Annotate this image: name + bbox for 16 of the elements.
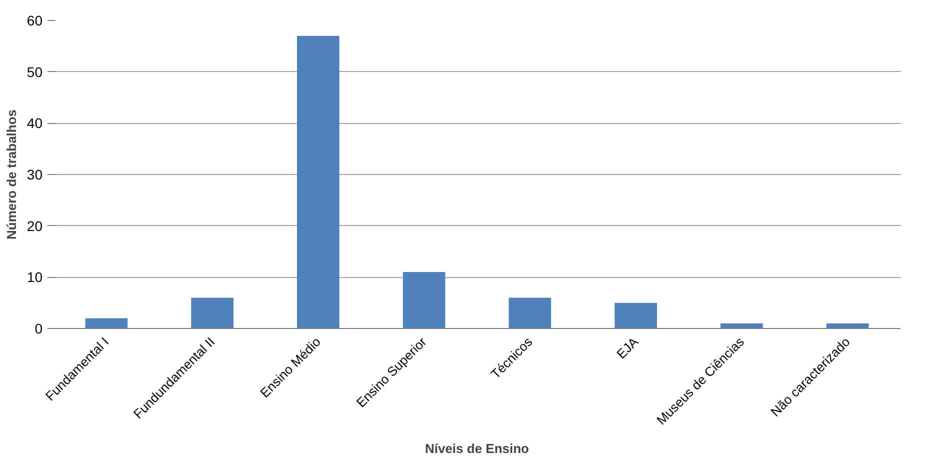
bar bbox=[297, 36, 340, 328]
x-axis-title: Níveis de Ensino bbox=[424, 440, 530, 456]
bar bbox=[85, 318, 128, 328]
bar bbox=[402, 272, 446, 328]
y-axis-title: Número de trabalhos bbox=[4, 109, 19, 240]
y-tick-label: 40 bbox=[26, 115, 43, 132]
y-tick-label: 0 bbox=[34, 320, 43, 336]
bar bbox=[614, 302, 657, 328]
bar bbox=[508, 298, 552, 328]
y-tick-label: 10 bbox=[26, 269, 43, 286]
y-tick-label: 60 bbox=[26, 12, 43, 28]
x-tick-label: EJA bbox=[614, 334, 642, 362]
y-tick-label: 20 bbox=[26, 218, 43, 234]
y-tick-label: 30 bbox=[26, 166, 43, 182]
bar bbox=[191, 298, 234, 328]
y-tick-label: 50 bbox=[26, 64, 43, 80]
